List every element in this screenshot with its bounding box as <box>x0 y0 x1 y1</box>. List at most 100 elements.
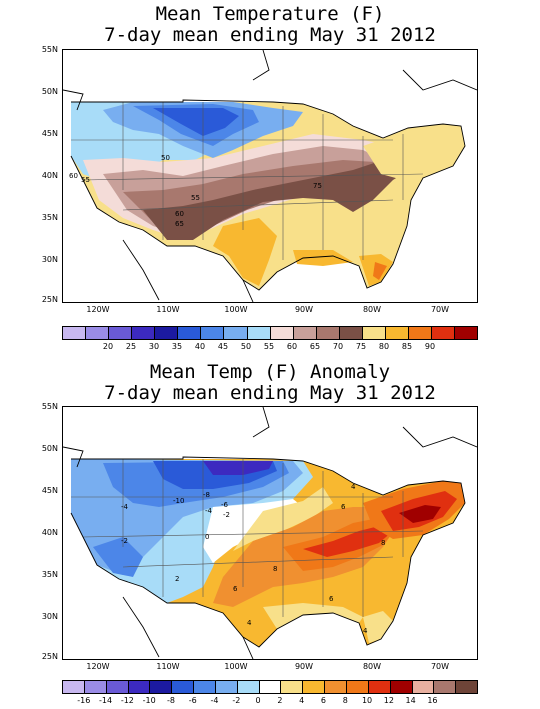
map2-contour-label: -6 <box>221 501 229 509</box>
colorbar-label: 35 <box>171 342 183 351</box>
map1-contour-label: 50 <box>161 154 170 162</box>
map2-contour-label: -4 <box>205 507 213 515</box>
map1-lon-label: 100W <box>224 305 248 314</box>
colorbar-swatch <box>434 681 457 693</box>
colorbar-swatch <box>339 327 363 339</box>
colorbar-swatch <box>412 681 435 693</box>
colorbar-label: 10 <box>361 696 373 705</box>
map2-contour-label: -8 <box>203 491 210 499</box>
colorbar-swatch <box>368 681 391 693</box>
map1-lat-label: 25N <box>41 295 58 304</box>
map1-contour-label: 55 <box>191 194 200 202</box>
colorbar-swatch <box>303 681 326 693</box>
colorbar-label: -10 <box>142 696 156 705</box>
colorbar-swatch <box>390 681 413 693</box>
colorbar-swatch <box>172 681 195 693</box>
colorbar-label: 65 <box>309 342 321 351</box>
colorbar-swatch <box>259 681 282 693</box>
colorbar-swatch <box>224 327 248 339</box>
colorbar-label: 0 <box>255 696 261 705</box>
map1-contour-labels: 50 55 55 60 60 65 75 <box>69 154 322 228</box>
map1-colorbar <box>62 326 478 340</box>
map1-contour-label: 60 <box>175 210 184 218</box>
colorbar-label: -6 <box>188 696 197 705</box>
colorbar-label: 40 <box>194 342 206 351</box>
colorbar-swatch <box>362 327 386 339</box>
colorbar-swatch <box>106 681 129 693</box>
colorbar-swatch <box>385 327 409 339</box>
map1-title-line2: 7-day mean ending May 31 2012 <box>104 24 436 46</box>
map1-contour-label: 65 <box>175 220 184 228</box>
colorbar-label: 55 <box>263 342 275 351</box>
map1-lon-label: 120W <box>86 305 110 314</box>
colorbar-swatch <box>316 327 340 339</box>
map2-lon-label: 110W <box>156 662 180 671</box>
map1-contour-label: 55 <box>81 176 90 184</box>
map2-contour-label: 4 <box>247 619 252 627</box>
colorbar-label: 12 <box>383 696 394 705</box>
colorbar-label: 25 <box>125 342 137 351</box>
map2-title-line1: Mean Temp (F) Anomaly <box>149 361 391 383</box>
colorbar-label: 75 <box>355 342 367 351</box>
map2-svg: -4 -10 -8 -6 -4 -2 -2 0 2 6 8 6 6 8 4 4 … <box>63 407 477 659</box>
colorbar-swatch <box>270 327 294 339</box>
map1-svg: 50 55 55 60 60 65 75 <box>63 50 477 302</box>
colorbar-swatch <box>432 327 456 339</box>
colorbar-swatch <box>84 681 107 693</box>
map2-lon-label: 100W <box>224 662 248 671</box>
map2-lat-label: 55N <box>41 402 58 411</box>
map2-contour-label: 2 <box>175 575 179 583</box>
map2-lat-label: 50N <box>41 444 58 453</box>
map2-lat-label: 40N <box>41 528 58 537</box>
map2-lon-label: 90W <box>294 662 314 671</box>
colorbar-label: -8 <box>166 696 175 705</box>
map1-lon-label: 110W <box>156 305 180 314</box>
colorbar-swatch <box>201 327 225 339</box>
colorbar-swatch <box>86 327 110 339</box>
colorbar-swatch <box>293 327 317 339</box>
colorbar-label: 60 <box>286 342 298 351</box>
colorbar-label: 4 <box>299 696 305 705</box>
colorbar-swatch <box>155 327 179 339</box>
colorbar-swatch <box>194 681 216 693</box>
colorbar-label: 14 <box>405 696 416 705</box>
map1-lon-label: 70W <box>430 305 450 314</box>
colorbar-swatch <box>63 681 85 693</box>
map1-lat-label: 55N <box>41 45 58 54</box>
colorbar-swatch <box>408 327 432 339</box>
colorbar-label: 50 <box>240 342 252 351</box>
map2-title-line2: 7-day mean ending May 31 2012 <box>104 382 436 404</box>
colorbar-swatch <box>178 327 202 339</box>
map2-lat-label: 30N <box>41 612 58 621</box>
colorbar-swatch <box>247 327 271 339</box>
colorbar-label: 90 <box>424 342 436 351</box>
map2-contour-label: 6 <box>233 585 238 593</box>
map1-lat-label: 30N <box>41 255 58 264</box>
colorbar-label: -4 <box>210 696 219 705</box>
colorbar-swatch <box>109 327 133 339</box>
colorbar-label: 80 <box>378 342 390 351</box>
colorbar-label: 8 <box>342 696 348 705</box>
map1-title-line1: Mean Temperature (F) <box>155 3 385 25</box>
map2-lon-label: 70W <box>430 662 450 671</box>
colorbar-swatch <box>150 681 173 693</box>
colorbar-label: -2 <box>232 696 241 705</box>
colorbar-swatch <box>132 327 156 339</box>
map1-lat-label: 45N <box>41 129 58 138</box>
colorbar-label: 30 <box>148 342 160 351</box>
colorbar-swatch <box>281 681 304 693</box>
map2-contour-label: -4 <box>121 503 129 511</box>
map1-lat-label: 35N <box>41 213 58 222</box>
colorbar-swatch <box>63 327 87 339</box>
colorbar-swatch <box>455 327 478 339</box>
map2-contour-label: 8 <box>381 539 385 547</box>
map2-contour-label: 8 <box>273 565 277 573</box>
colorbar-swatch <box>128 681 151 693</box>
colorbar-label: 45 <box>217 342 229 351</box>
map1-lon-label: 90W <box>294 305 314 314</box>
map2-contour-label: -10 <box>173 497 184 505</box>
map1-lon-label: 80W <box>362 305 382 314</box>
map2-contour-label: 4 <box>363 627 368 635</box>
colorbar-label: -16 <box>77 696 91 705</box>
colorbar-swatch <box>237 681 260 693</box>
